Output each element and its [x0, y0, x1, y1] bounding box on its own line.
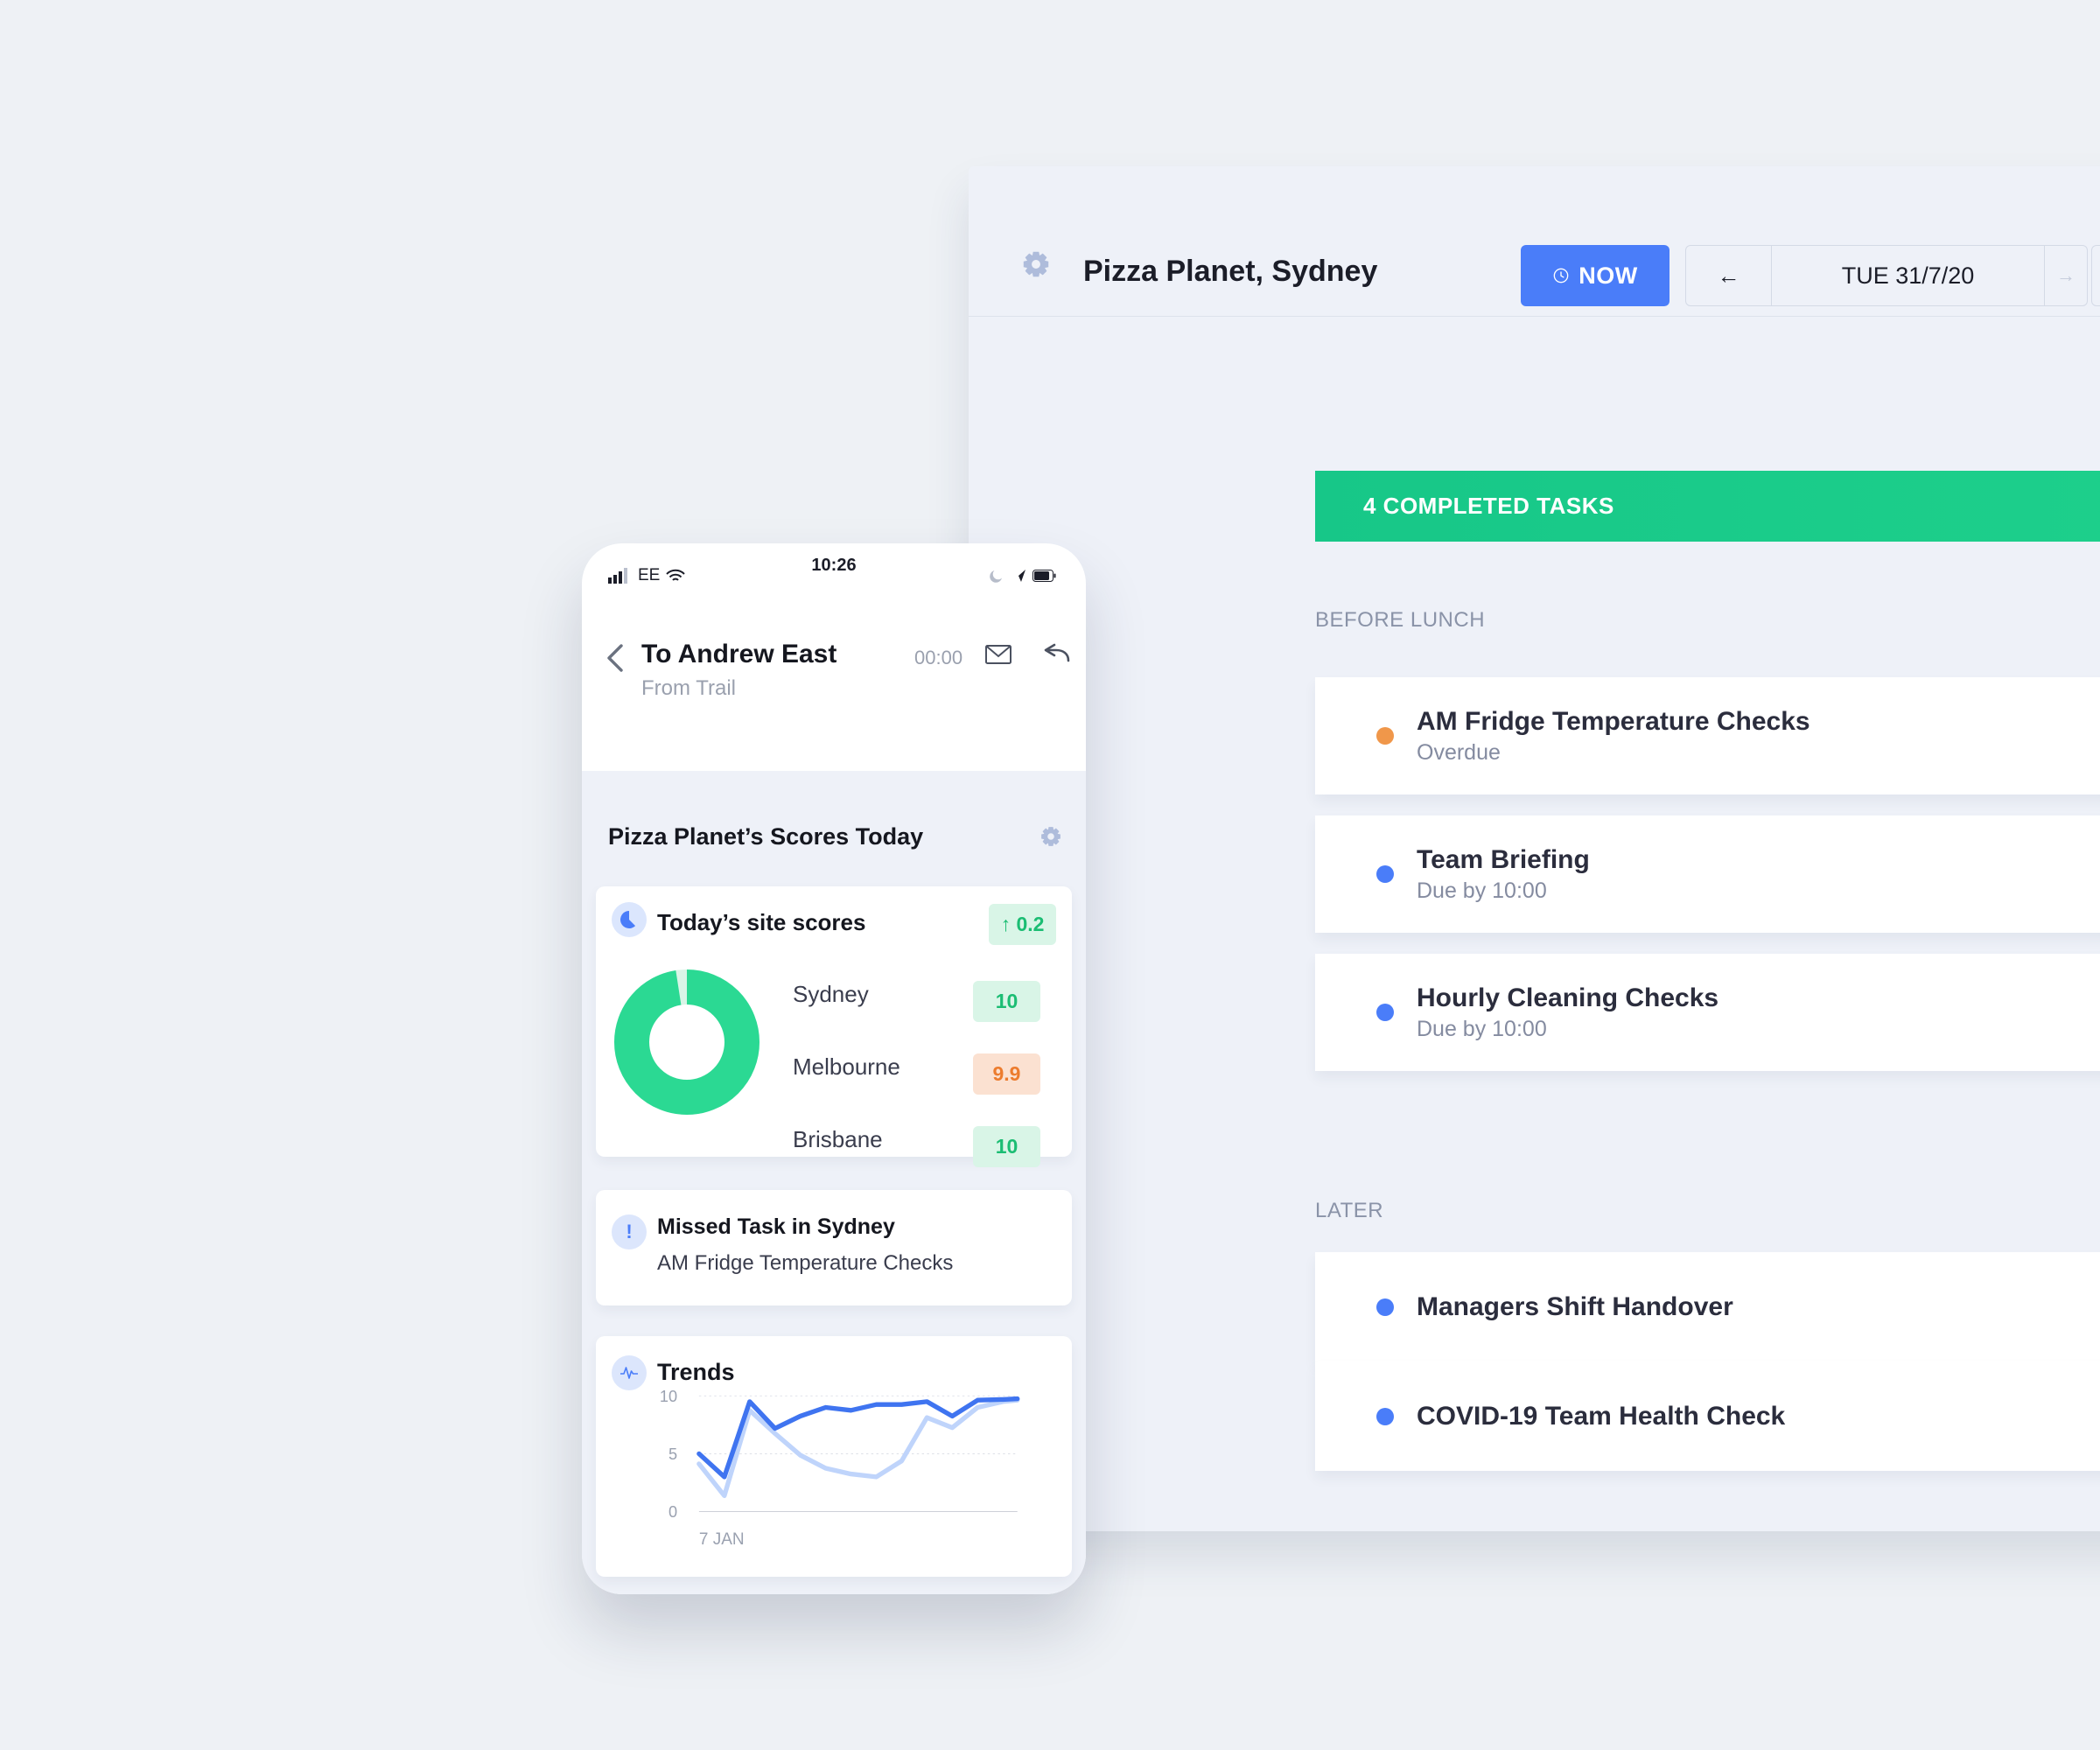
- svg-text:7 JAN: 7 JAN: [699, 1530, 745, 1549]
- svg-text:5: 5: [668, 1446, 677, 1463]
- svg-text:10: 10: [660, 1389, 677, 1405]
- svg-text:0: 0: [668, 1503, 677, 1521]
